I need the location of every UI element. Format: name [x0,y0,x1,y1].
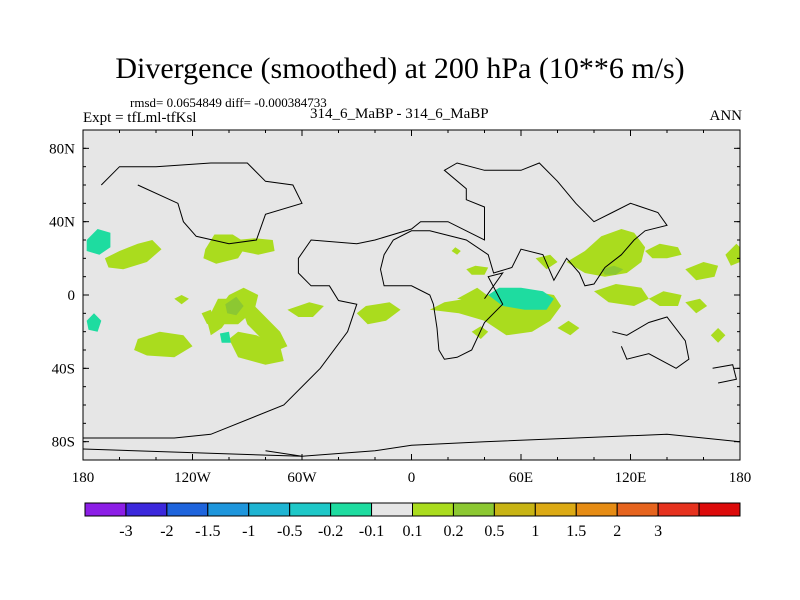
contour-region-0 [86,229,111,255]
land-outline-3 [612,316,690,369]
colorbar-label-0: -3 [119,523,132,540]
contour-region-29 [594,284,649,306]
contour-region-17 [488,287,554,310]
contour-region-2 [86,313,102,332]
contour-region-5 [236,238,275,255]
y-tick-label-3: 40S [52,361,75,377]
colorbar-label-6: -0.1 [359,523,384,540]
contour-region-30 [648,291,682,306]
y-tick-label-2: 0 [68,288,76,304]
colorbar-label-8: 0.2 [443,523,463,540]
contour-region-31 [685,298,708,314]
colorbar-box-6 [330,502,373,517]
colorbar-label-5: -0.2 [318,523,343,540]
contour-region-18 [451,247,461,255]
season-label: ANN [709,108,743,124]
colorbar-box-7 [371,502,413,517]
y-tick-label-4: 80S [52,435,75,451]
colorbar-box-9 [452,502,495,517]
colorbar-label-1: -2 [160,523,173,540]
contour-region-19 [466,265,489,275]
land-outline-4 [712,364,738,384]
x-tick-label-3: 0 [408,470,416,486]
colorbar-label-3: -1 [242,523,255,540]
colorbar-label-7: 0.1 [403,523,423,540]
x-tick-label-0: 180 [72,470,95,486]
contour-region-24 [566,229,646,277]
colorbar-label-2: -1.5 [195,523,220,540]
colorbar-box-11 [534,502,577,517]
x-tick-label-2: 60W [287,470,317,486]
contour-region-15 [356,302,401,325]
x-tick-label-6: 180 [729,470,752,486]
x-tick-label-4: 60E [509,470,533,486]
colorbar-box-4 [248,502,291,517]
chart-title: Divergence (smoothed) at 200 hPa (10**6 … [115,52,685,85]
contour-region-26 [645,243,682,259]
colorbar-box-15 [698,502,741,517]
colorbar-box-5 [289,502,332,517]
contour-region-32 [710,328,726,343]
colorbar-box-8 [412,502,454,517]
contour-region-4 [203,234,248,264]
colorbar-box-13 [616,502,659,517]
contour-region-11 [219,331,231,343]
land-outline-5 [100,162,303,245]
colorbar-box-14 [657,502,700,517]
contour-region-14 [287,302,324,317]
x-tick-label-5: 120E [615,470,647,486]
contour-region-8 [225,296,244,316]
field-layer [83,162,740,457]
colorbar-box-3 [207,502,250,517]
contour-region-28 [725,243,740,266]
land-outline-0 [83,162,668,439]
chart-subtitle: 314_6_MaBP - 314_6_MaBP [310,106,489,122]
colorbar-label-10: 1 [531,523,539,540]
contour-region-1 [104,240,162,270]
experiment-label: Expt = tfLml-tfKsl [83,110,197,126]
colorbar-label-13: 3 [654,523,662,540]
colorbar-box-1 [125,502,168,517]
colorbar-box-12 [575,502,618,517]
colorbar-label-4: -0.5 [277,523,302,540]
contour-region-12 [174,295,189,305]
land-outline-2 [83,448,303,457]
stats-line: rmsd= 0.0654849 diff= -0.000384733 [130,95,327,110]
contour-region-13 [201,309,215,325]
y-tick-label-1: 40N [49,215,75,231]
contour-region-27 [685,262,719,281]
contour-region-22 [557,320,580,336]
contour-region-10 [229,331,284,365]
contour-region-3 [134,331,193,358]
contour-region-20 [457,287,492,303]
colorbar-label-9: 0.5 [484,523,504,540]
x-tick-label-1: 120W [174,470,212,486]
colorbar-label-11: 1.5 [566,523,586,540]
contour-region-9 [243,306,288,350]
colorbar-label-12: 2 [613,523,621,540]
contour-region-25 [601,265,624,275]
colorbar-box-2 [166,502,209,517]
colorbar-box-0 [84,502,127,517]
colorbar-box-10 [493,502,536,517]
y-tick-label-0: 80N [49,141,75,157]
land-outline-1 [265,433,740,457]
